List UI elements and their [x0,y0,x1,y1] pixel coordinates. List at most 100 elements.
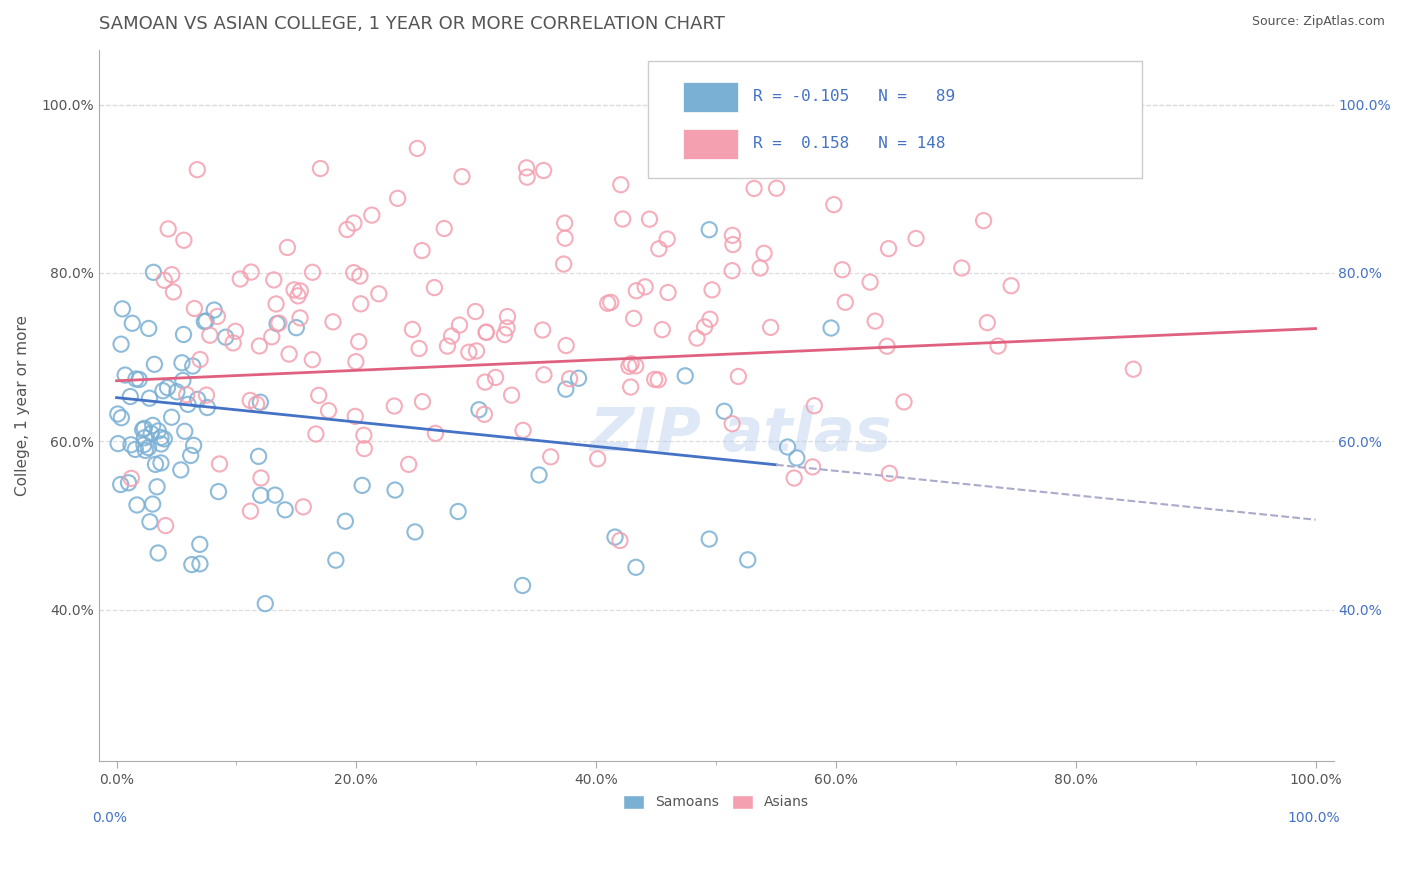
Point [263,273,285,287]
Point [612,212,634,227]
Point [496,310,519,324]
Point [245,397,267,411]
Point [143,357,166,371]
Point [893,395,915,409]
Point [624,359,647,373]
Point [111,301,134,316]
Point [349,268,371,283]
Point [655,232,678,246]
Point [404,524,426,539]
Point [693,319,716,334]
Point [215,330,238,344]
Point [352,478,374,492]
Y-axis label: College, 1 year or more: College, 1 year or more [15,315,30,496]
Point [229,272,252,286]
Point [620,380,643,394]
Point [180,449,202,463]
Point [876,339,898,353]
Point [433,221,456,235]
Point [699,312,721,326]
Point [533,368,555,382]
Point [208,457,231,471]
Point [141,426,163,441]
Point [207,484,229,499]
Point [290,284,312,298]
Point [603,530,626,544]
Point [554,216,576,230]
Text: ZIP atlas: ZIP atlas [589,405,891,464]
Point [157,222,180,236]
Text: R =  0.158   N = 148: R = 0.158 N = 148 [754,136,946,152]
Point [193,314,215,328]
Text: 100.0%: 100.0% [1286,811,1340,825]
Point [142,497,165,511]
Point [609,533,631,548]
Point [475,325,498,339]
Point [138,391,160,405]
Point [125,498,148,512]
Point [276,240,298,254]
Point [558,372,581,386]
Point [155,518,177,533]
Point [343,216,366,230]
Point [475,326,498,340]
Point [186,162,208,177]
Point [266,317,288,331]
Point [181,359,204,373]
Point [288,310,311,325]
Point [335,514,357,528]
Point [516,161,538,175]
Point [353,428,375,442]
Point [162,285,184,299]
Point [301,352,323,367]
Point [152,384,174,398]
Point [301,265,323,279]
Point [305,427,328,442]
Point [976,316,998,330]
Point [474,408,496,422]
Point [292,500,315,514]
Point [195,314,218,328]
Point [142,418,165,433]
Point [494,327,516,342]
Point [647,373,669,387]
Point [527,468,550,483]
Point [195,401,218,415]
Point [555,338,578,352]
Point [183,301,205,316]
Point [145,458,167,472]
Point [264,488,287,502]
Point [207,310,229,324]
Point [516,170,538,185]
Point [617,359,640,374]
Point [721,263,744,277]
Point [553,257,575,271]
Point [350,297,373,311]
Point [150,431,173,445]
Point [166,384,188,399]
Point [464,304,486,318]
Point [436,339,458,353]
Point [801,459,824,474]
Point [905,231,928,245]
Point [501,388,523,402]
Point [170,356,193,370]
Point [411,244,433,258]
Point [406,141,429,155]
Point [264,297,287,311]
Point [134,421,156,435]
Point [239,393,262,408]
Point [121,316,143,330]
Point [620,357,643,371]
Point [765,181,787,195]
Point [176,388,198,402]
Point [353,442,375,456]
Point [382,399,405,413]
Point [950,260,973,275]
Point [638,212,661,227]
Point [195,388,218,402]
Point [134,443,156,458]
Point [626,284,648,298]
FancyBboxPatch shape [648,61,1142,178]
Point [240,265,263,279]
